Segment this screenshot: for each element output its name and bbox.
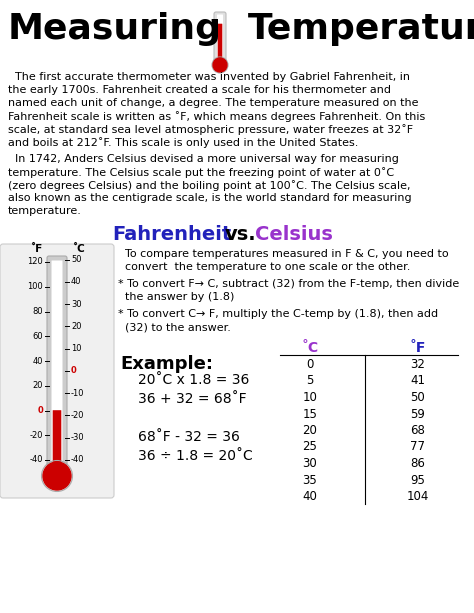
Text: -40: -40 <box>71 455 84 465</box>
Text: 30: 30 <box>71 300 82 308</box>
Text: 5: 5 <box>306 375 314 387</box>
Text: -20: -20 <box>71 411 84 420</box>
Text: named each unit of change, a degree. The temperature measured on the: named each unit of change, a degree. The… <box>8 98 419 108</box>
Text: (zero degrees Celsius) and the boiling point at 100˚C. The Celsius scale,: (zero degrees Celsius) and the boiling p… <box>8 180 410 191</box>
Text: Fahrenheit: Fahrenheit <box>112 225 231 244</box>
Text: Example:: Example: <box>120 355 213 373</box>
Text: 20: 20 <box>33 381 43 390</box>
Text: 20˚C x 1.8 = 36: 20˚C x 1.8 = 36 <box>138 373 249 387</box>
Text: -20: -20 <box>29 431 43 440</box>
Text: and boils at 212˚F. This scale is only used in the United States.: and boils at 212˚F. This scale is only u… <box>8 137 358 148</box>
Text: 104: 104 <box>407 490 429 503</box>
Text: ˚C: ˚C <box>73 244 85 254</box>
Text: 59: 59 <box>410 408 426 421</box>
Text: 50: 50 <box>410 391 425 404</box>
Text: Measuring: Measuring <box>8 12 222 46</box>
Text: temperature.: temperature. <box>8 206 82 216</box>
Text: Temperature: Temperature <box>248 12 474 46</box>
FancyBboxPatch shape <box>53 410 61 462</box>
Text: convert  the temperature to one scale or the other.: convert the temperature to one scale or … <box>118 262 410 272</box>
Text: temperature. The Celsius scale put the freezing point of water at 0˚C: temperature. The Celsius scale put the f… <box>8 167 394 178</box>
Text: 10: 10 <box>302 391 318 404</box>
Text: scale, at standard sea level atmospheric pressure, water freezes at 32˚F: scale, at standard sea level atmospheric… <box>8 124 413 135</box>
Text: the answer by (1.8): the answer by (1.8) <box>118 292 234 302</box>
Text: Celsius: Celsius <box>255 225 333 244</box>
Text: 40: 40 <box>302 490 318 503</box>
Text: 100: 100 <box>27 282 43 291</box>
Text: Fahrenheit scale is written as ˚F, which means degrees Fahrenheit. On this: Fahrenheit scale is written as ˚F, which… <box>8 111 425 122</box>
Text: 0: 0 <box>71 367 77 375</box>
Text: ˚F: ˚F <box>410 341 426 355</box>
Text: vs.: vs. <box>225 225 256 244</box>
FancyBboxPatch shape <box>217 15 223 61</box>
Text: the early 1700s. Fahrenheit created a scale for his thermometer and: the early 1700s. Fahrenheit created a sc… <box>8 85 391 95</box>
Text: 20: 20 <box>71 322 82 331</box>
Text: 60: 60 <box>32 332 43 341</box>
FancyBboxPatch shape <box>52 261 63 462</box>
Text: 68: 68 <box>410 424 426 437</box>
FancyBboxPatch shape <box>218 24 222 58</box>
Text: In 1742, Anders Celsius devised a more universal way for measuring: In 1742, Anders Celsius devised a more u… <box>8 154 399 164</box>
Text: (32) to the answer.: (32) to the answer. <box>118 322 231 332</box>
FancyBboxPatch shape <box>214 12 226 62</box>
Text: The first accurate thermometer was invented by Gabriel Fahrenheit, in: The first accurate thermometer was inven… <box>8 72 410 82</box>
Text: ˚C: ˚C <box>301 341 319 355</box>
Text: 32: 32 <box>410 358 426 371</box>
FancyBboxPatch shape <box>47 256 67 466</box>
Text: 68˚F - 32 = 36: 68˚F - 32 = 36 <box>138 430 240 444</box>
Circle shape <box>43 462 71 490</box>
Text: 40: 40 <box>71 277 82 286</box>
Text: ˚F: ˚F <box>31 244 43 254</box>
FancyBboxPatch shape <box>0 244 114 498</box>
Text: 120: 120 <box>27 257 43 267</box>
Text: 36 ÷ 1.8 = 20˚C: 36 ÷ 1.8 = 20˚C <box>138 449 253 463</box>
Text: 77: 77 <box>410 441 426 454</box>
Text: 15: 15 <box>302 408 318 421</box>
Text: 95: 95 <box>410 473 426 487</box>
Text: 40: 40 <box>33 357 43 365</box>
Text: * To convert F→ C, subtract (32) from the F-temp, then divide: * To convert F→ C, subtract (32) from th… <box>118 279 459 289</box>
Text: -40: -40 <box>29 455 43 465</box>
Text: 41: 41 <box>410 375 426 387</box>
Text: 0: 0 <box>37 406 43 415</box>
Text: -10: -10 <box>71 389 84 398</box>
Text: 50: 50 <box>71 255 82 264</box>
Text: 0: 0 <box>306 358 314 371</box>
Text: 86: 86 <box>410 457 426 470</box>
Text: 80: 80 <box>32 307 43 316</box>
Text: 20: 20 <box>302 424 318 437</box>
Text: 36 + 32 = 68˚F: 36 + 32 = 68˚F <box>138 392 246 406</box>
Text: 25: 25 <box>302 441 318 454</box>
Text: * To convert C→ F, multiply the C-temp by (1.8), then add: * To convert C→ F, multiply the C-temp b… <box>118 309 438 319</box>
Text: also known as the centigrade scale, is the world standard for measuring: also known as the centigrade scale, is t… <box>8 193 411 203</box>
Text: 30: 30 <box>302 457 318 470</box>
Text: -30: -30 <box>71 433 85 442</box>
Text: 35: 35 <box>302 473 318 487</box>
Text: 10: 10 <box>71 344 82 353</box>
Circle shape <box>213 58 227 72</box>
Text: To compare temperatures measured in F & C, you need to: To compare temperatures measured in F & … <box>118 249 448 259</box>
